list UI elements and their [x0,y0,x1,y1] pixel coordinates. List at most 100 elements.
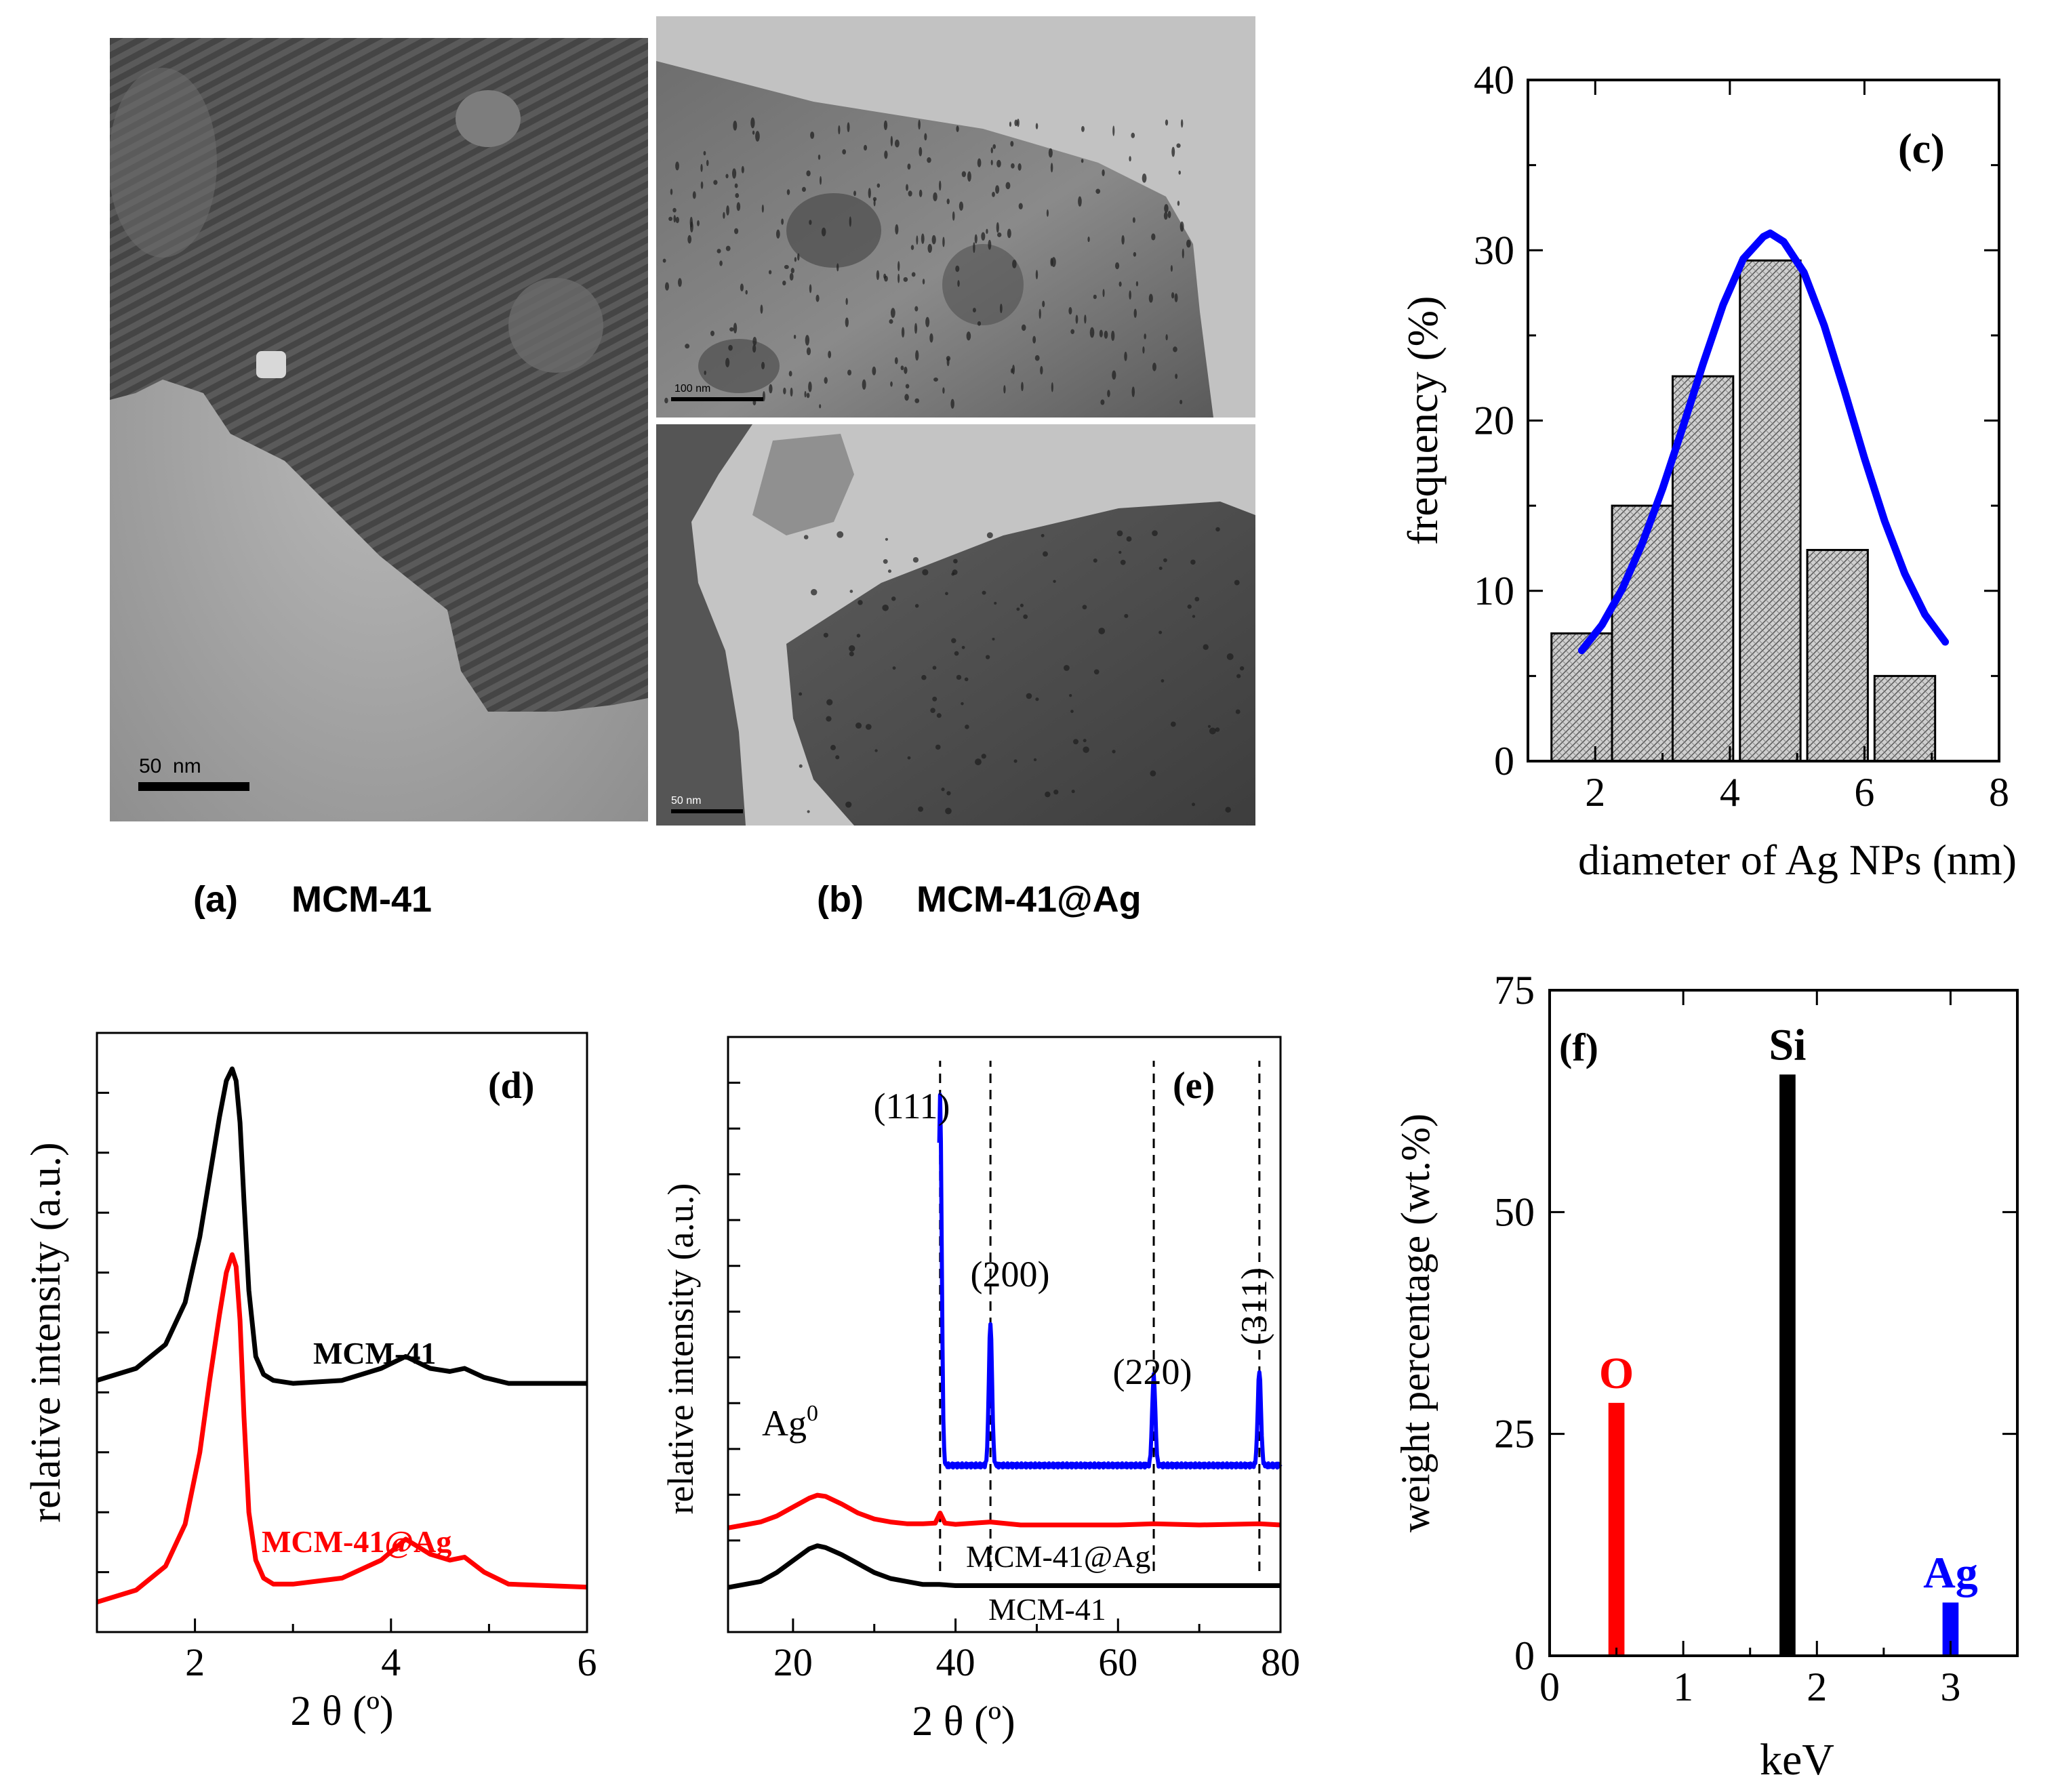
chart-e-series-line [727,1492,1281,1530]
ag-nanoparticle [1236,674,1241,678]
ag-nanoparticle [1114,262,1120,270]
tem-a-hole [456,90,521,147]
ag-nanoparticle [1171,292,1175,299]
chart-c-gaussian-fit [1577,229,1950,655]
ag-nanoparticle [821,227,826,237]
ag-nanoparticle [1095,188,1101,194]
ag-nanoparticle [810,131,815,139]
ag-nanoparticle [900,365,904,371]
ag-nanoparticle [828,350,832,359]
ag-nanoparticle [921,233,925,244]
ag-nanoparticle [1135,281,1139,287]
ag-nanoparticle [726,205,729,216]
ag-nanoparticle [1104,330,1108,339]
ag-nanoparticle [790,268,794,274]
ag-nanoparticle [670,188,673,195]
ag-nanoparticle [807,810,810,813]
ag-nanoparticle [887,569,892,573]
ag-nanoparticle [1082,605,1087,610]
ag-nanoparticle [836,263,839,272]
ag-nanoparticle [981,232,986,241]
panel-a-tem-image: 50 nm [110,38,648,821]
ag-nanoparticle [992,192,995,197]
chart-e-peak-label: (200) [971,1254,1050,1295]
ag-nanoparticle [1093,669,1100,675]
ag-nanoparticle [964,677,969,682]
ag-nanoparticle [836,531,844,538]
ag-nanoparticle [929,333,933,343]
ag-nanoparticle [883,273,887,279]
ag-nanoparticle [1016,607,1020,611]
ag-nanoparticle [826,699,833,706]
ag-nanoparticle [982,590,986,595]
chart-f-bar-label: Si [1769,1020,1806,1070]
ag-nanoparticle [992,638,995,641]
ag-nanoparticle [1071,790,1075,794]
ag-nanoparticle [955,265,960,272]
ag-nanoparticle [1017,163,1022,171]
ag-nanoparticle [1192,802,1195,807]
ag-nanoparticle [668,216,672,222]
ag-nanoparticle [1013,759,1017,763]
chart-e-label-mcm41ag: MCM-41@Ag [966,1539,1150,1574]
ag-nanoparticle [965,725,969,729]
ag-nanoparticle [945,807,952,815]
ag-nanoparticle [731,168,737,179]
chart-f-bar-o [1608,1402,1625,1656]
ag-nanoparticle [927,157,931,163]
ag-nanoparticle [977,321,982,326]
ag-nanoparticle [1182,248,1184,259]
ag-nanoparticle [1176,143,1181,148]
ag-nanoparticle [1034,355,1040,361]
ag-nanoparticle [818,155,821,160]
ag-nanoparticle [789,272,794,281]
chart-e-wide-angle-xrd: 20 40 60 80 (111) (200) (220) (311) (e) Ag0 MC… [660,1036,1300,1745]
ag-nanoparticle [853,190,857,197]
tem-b1-dark-region [942,244,1024,325]
chart-e-peak-label: (311) [1234,1267,1274,1345]
ag-nanoparticle [794,257,797,262]
ag-nanoparticle [788,371,792,377]
ag-nanoparticle [806,347,811,356]
ag-nanoparticle [872,366,876,375]
caption-a-name: MCM-41 [291,879,432,920]
ag-nanoparticle [1131,132,1135,138]
ag-nanoparticle [957,280,960,287]
ag-nanoparticle [1073,739,1079,745]
ag-nanoparticle [876,270,880,281]
ag-nanoparticle [1021,324,1026,331]
ag-nanoparticle [1093,558,1097,563]
chart-f-y-tick-label: 25 [1494,1412,1535,1457]
ag-nanoparticle [986,228,988,235]
ag-nanoparticle [1133,251,1137,257]
ag-nanoparticle [939,180,942,191]
ag-nanoparticle [713,180,718,185]
ag-nanoparticle [1093,294,1097,300]
ag-nanoparticle [755,131,760,142]
ag-nanoparticle [1178,170,1181,175]
ag-nanoparticle [1009,121,1011,127]
ag-nanoparticle [725,174,729,179]
ag-nanoparticle [930,708,935,714]
tem-b2-main-particle [786,502,1255,826]
chart-e-peak-label: (220) [1113,1351,1192,1392]
ag-nanoparticle [815,294,820,302]
ag-nanoparticle [675,216,679,224]
ag-nanoparticle [809,284,812,293]
ag-nanoparticle [710,330,714,337]
ag-nanoparticle [925,317,930,327]
ag-nanoparticle [750,117,755,129]
chart-e-series-ag0 [937,1093,1283,1470]
chart-f-bar-label: O [1599,1349,1634,1398]
ag-nanoparticle [1152,363,1156,371]
ag-nanoparticle [784,264,789,270]
ag-nanoparticle [793,334,797,339]
ag-nanoparticle [927,243,933,253]
ag-nanoparticle [898,273,900,283]
chart-c-histogram: 2 4 6 8 0 10 20 30 40 (c) diameter of Ag NPs (nm… [1398,58,2017,884]
ag-nanoparticle [1165,119,1169,126]
ag-nanoparticle [1174,293,1178,302]
ag-nanoparticle [1170,265,1173,272]
ag-nanoparticle [1098,628,1106,634]
ag-nanoparticle [952,211,955,221]
